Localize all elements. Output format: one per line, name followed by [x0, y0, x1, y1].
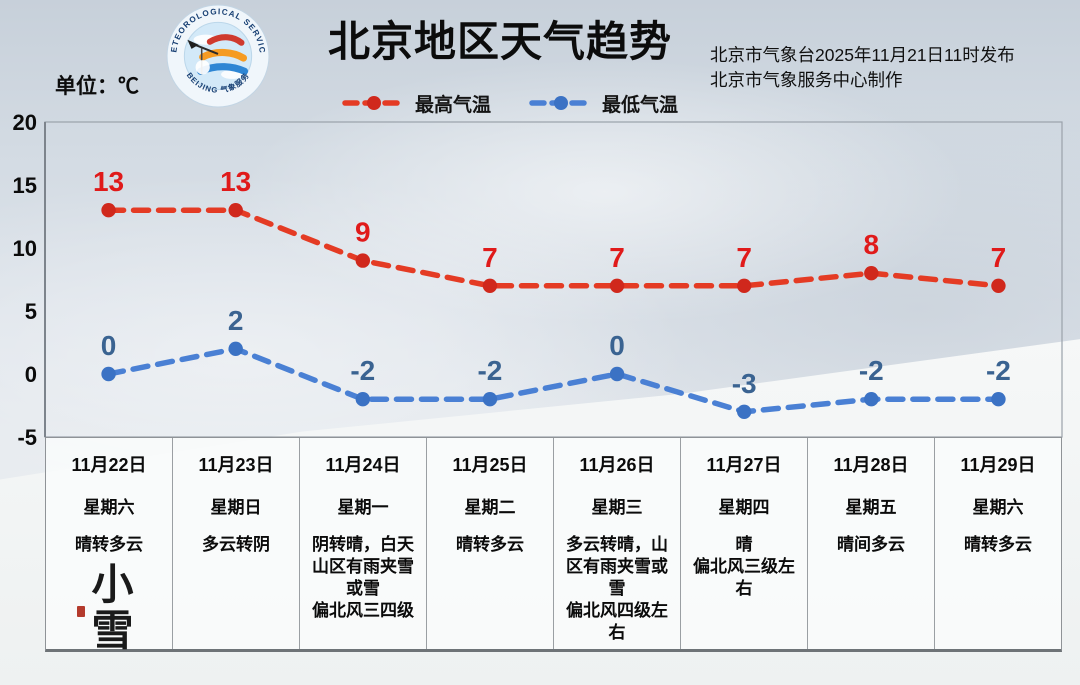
day-weather: 晴 偏北风三级左右 — [693, 535, 795, 598]
y-tick-label: 20 — [13, 110, 37, 135]
min-temp-point — [228, 341, 243, 356]
day-date: 11月27日 — [706, 455, 782, 475]
min-temp-value-label: 2 — [228, 305, 244, 336]
max-temp-value-label: 13 — [220, 166, 251, 197]
xiaoxue-calligraphy: 小雪 — [50, 562, 168, 662]
day-date: 11月25日 — [452, 455, 528, 475]
max-temp-point — [736, 278, 752, 293]
min-temp-point — [609, 366, 625, 382]
max-temp-value-label: 9 — [355, 217, 371, 248]
forecast-table: 11月22日 星期六 晴转多云 小雪 11月23日 星期日 多云转阴 11月24日 星期一 阴转晴… — [45, 437, 1062, 654]
day-date: 11月23日 — [198, 455, 274, 475]
day-weekday: 星期日 — [210, 498, 262, 517]
legend-marker-min-temp — [529, 96, 593, 110]
max-temp-line — [105, 207, 1002, 289]
day-column-8: 11月29日 星期六晴转多云 — [934, 438, 1061, 649]
legend-label-max-temp: 最高气温 — [414, 94, 491, 116]
day-weekday: 星期六 — [83, 498, 135, 517]
publisher-line2: 北京市气象服务中心制作 — [710, 70, 903, 90]
min-temp-value-label: -2 — [350, 355, 375, 386]
beijing-meteorological-service-logo: METEOROLOGICAL SERVICE BEIJING 气象服务 — [165, 3, 270, 108]
calligraphy-text: 小雪 — [85, 562, 134, 654]
legend-item-max-temp: 最高气温 — [342, 90, 491, 117]
max-temp-value-label: 7 — [736, 242, 752, 273]
day-weather: 阴转晴，白天山区有雨夹雪或雪 偏北风三四级 — [312, 535, 414, 620]
red-seal-mark — [77, 606, 85, 617]
y-tick-label: -5 — [17, 425, 37, 450]
min-temp-point — [482, 392, 498, 407]
chart-legend: 最高气温 最低气温 — [300, 88, 720, 118]
min-temp-value-label: -2 — [986, 355, 1011, 386]
day-weekday: 星期五 — [845, 498, 897, 517]
max-temp-point — [101, 203, 116, 218]
day-weather: 晴转多云 — [456, 535, 524, 554]
max-temp-point — [355, 253, 371, 268]
max-temp-point — [482, 278, 498, 293]
day-weekday: 星期四 — [718, 498, 770, 517]
max-temp-point — [228, 203, 243, 218]
min-temp-value-label: -2 — [859, 355, 884, 386]
day-column-1: 11月22日 星期六晴转多云小雪 — [46, 438, 172, 654]
y-tick-label: 5 — [25, 299, 37, 324]
day-weather: 晴转多云 — [75, 535, 143, 554]
max-temp-value-label: 13 — [93, 166, 124, 197]
unit-label: 单位：℃ — [55, 75, 139, 98]
day-column-7: 11月28日 星期五晴间多云 — [807, 438, 934, 649]
min-temp-point — [864, 392, 879, 407]
page-title: 北京地区天气趋势 — [327, 18, 672, 65]
day-weekday: 星期三 — [591, 498, 643, 517]
day-weekday: 星期一 — [337, 498, 389, 517]
min-temp-value-label: 0 — [609, 330, 625, 361]
day-column-5: 11月26日 星期三多云转晴，山区有雨夹雪或雪 偏北风四级左右 — [553, 438, 680, 649]
day-date: 11月29日 — [960, 455, 1036, 475]
min-temp-point — [101, 366, 116, 382]
max-temp-value-label: 7 — [482, 242, 498, 273]
max-temp-value-label: 7 — [991, 242, 1007, 273]
logo-red-swoosh — [206, 34, 245, 46]
day-weather: 多云转阴 — [202, 535, 270, 554]
day-weather: 多云转晴，山区有雨夹雪或雪 偏北风四级左右 — [566, 535, 668, 642]
legend-item-min-temp: 最低气温 — [529, 90, 678, 117]
min-temp-point — [736, 404, 752, 419]
legend-marker-max-temp — [342, 96, 406, 110]
day-date: 11月22日 — [71, 455, 147, 475]
min-temp-value-label: -3 — [732, 368, 757, 399]
day-weekday: 星期二 — [464, 498, 516, 517]
max-temp-value-label: 8 — [864, 229, 880, 260]
day-column-2: 11月23日 星期日多云转阴 — [172, 438, 299, 649]
min-temp-point — [355, 392, 371, 407]
publisher-line1: 北京市气象台2025年11月21日11时发布 — [710, 45, 1015, 65]
y-tick-label: 0 — [25, 362, 37, 387]
day-column-4: 11月25日 星期二晴转多云 — [426, 438, 553, 649]
max-temp-point — [991, 278, 1006, 293]
max-temp-point — [609, 278, 625, 293]
y-tick-label: 15 — [13, 173, 37, 198]
min-temp-value-label: -2 — [477, 355, 502, 386]
day-weather: 晴间多云 — [837, 535, 905, 554]
max-temp-value-label: 7 — [609, 242, 625, 273]
publisher-info: 北京市气象台2025年11月21日11时发布 北京市气象服务中心制作 — [710, 43, 1075, 93]
min-temp-point — [991, 392, 1006, 407]
day-date: 11月24日 — [325, 455, 401, 475]
day-weather: 晴转多云 — [964, 535, 1032, 554]
min-temp-line — [105, 345, 1002, 415]
max-temp-point — [864, 266, 879, 281]
day-date: 11月28日 — [833, 455, 909, 475]
day-column-3: 11月24日 星期一阴转晴，白天山区有雨夹雪或雪 偏北风三四级 — [299, 438, 426, 649]
day-column-6: 11月27日 星期四晴 偏北风三级左右 — [680, 438, 807, 649]
day-date: 11月26日 — [579, 455, 655, 475]
logo-orange-swoosh — [199, 48, 248, 62]
legend-label-min-temp: 最低气温 — [602, 94, 679, 116]
y-tick-label: 10 — [13, 236, 37, 261]
min-temp-value-label: 0 — [101, 330, 117, 361]
day-weekday: 星期六 — [972, 498, 1024, 517]
